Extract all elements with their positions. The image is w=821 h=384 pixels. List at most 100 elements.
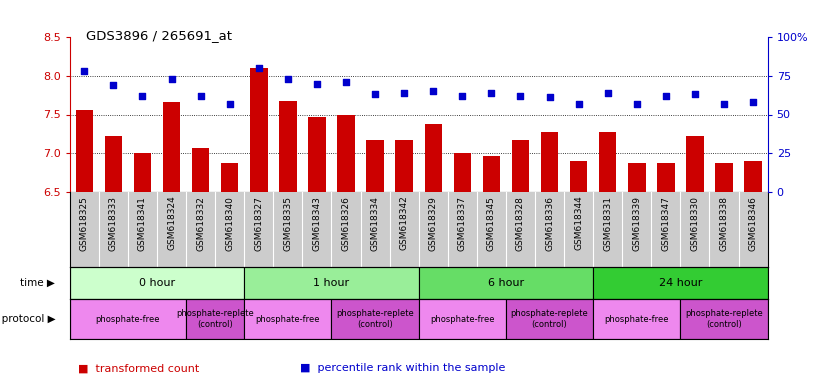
Bar bbox=[245, 299, 332, 339]
Point bbox=[718, 101, 731, 107]
Text: GSM618327: GSM618327 bbox=[255, 196, 264, 251]
Bar bbox=[424, 124, 442, 192]
Text: phosphate-free: phosphate-free bbox=[96, 314, 160, 323]
Bar bbox=[541, 132, 558, 192]
Bar bbox=[337, 115, 355, 192]
Text: GSM618344: GSM618344 bbox=[574, 196, 583, 250]
Bar bbox=[570, 161, 587, 192]
Bar bbox=[245, 267, 419, 299]
Point bbox=[136, 93, 149, 99]
Text: GSM618331: GSM618331 bbox=[603, 196, 612, 251]
Text: phosphate-replete
(control): phosphate-replete (control) bbox=[686, 309, 763, 329]
Text: phosphate-replete
(control): phosphate-replete (control) bbox=[177, 309, 254, 329]
Text: GSM618324: GSM618324 bbox=[167, 196, 176, 250]
Text: GSM618340: GSM618340 bbox=[225, 196, 234, 251]
Point bbox=[456, 93, 469, 99]
Text: GSM618325: GSM618325 bbox=[80, 196, 89, 251]
Bar bbox=[186, 299, 245, 339]
Bar bbox=[745, 161, 762, 192]
Text: ■  percentile rank within the sample: ■ percentile rank within the sample bbox=[300, 363, 505, 373]
Text: phosphate-replete
(control): phosphate-replete (control) bbox=[511, 309, 589, 329]
Bar bbox=[163, 102, 181, 192]
Bar bbox=[70, 267, 245, 299]
Text: phosphate-free: phosphate-free bbox=[255, 314, 320, 323]
Bar bbox=[366, 140, 383, 192]
Point bbox=[427, 88, 440, 94]
Text: 1 hour: 1 hour bbox=[314, 278, 350, 288]
Bar bbox=[396, 140, 413, 192]
Text: growth protocol ▶: growth protocol ▶ bbox=[0, 314, 55, 324]
Bar bbox=[628, 162, 645, 192]
Text: GSM618329: GSM618329 bbox=[429, 196, 438, 251]
Text: phosphate-free: phosphate-free bbox=[430, 314, 494, 323]
Point bbox=[397, 90, 410, 96]
Bar bbox=[657, 162, 675, 192]
Text: GSM618335: GSM618335 bbox=[283, 196, 292, 251]
Text: 24 hour: 24 hour bbox=[658, 278, 702, 288]
Text: GSM618336: GSM618336 bbox=[545, 196, 554, 251]
Point bbox=[369, 91, 382, 98]
Point bbox=[543, 94, 556, 101]
Text: GSM618339: GSM618339 bbox=[632, 196, 641, 251]
Point bbox=[631, 101, 644, 107]
Text: phosphate-replete
(control): phosphate-replete (control) bbox=[337, 309, 414, 329]
Bar bbox=[250, 68, 268, 192]
Bar bbox=[686, 136, 704, 192]
Text: GSM618343: GSM618343 bbox=[313, 196, 322, 251]
Text: GSM618326: GSM618326 bbox=[342, 196, 351, 251]
Text: time ▶: time ▶ bbox=[21, 278, 55, 288]
Bar bbox=[506, 299, 594, 339]
Point bbox=[107, 82, 120, 88]
Text: GDS3896 / 265691_at: GDS3896 / 265691_at bbox=[86, 29, 232, 42]
Point bbox=[485, 90, 498, 96]
Text: GSM618334: GSM618334 bbox=[370, 196, 379, 251]
Text: GSM618345: GSM618345 bbox=[487, 196, 496, 251]
Bar bbox=[76, 110, 93, 192]
Point bbox=[601, 90, 614, 96]
Point bbox=[165, 76, 178, 82]
Point bbox=[282, 76, 295, 82]
Bar bbox=[419, 267, 594, 299]
Bar bbox=[332, 299, 419, 339]
Bar bbox=[105, 136, 122, 192]
Point bbox=[339, 79, 352, 85]
Text: GSM618328: GSM618328 bbox=[516, 196, 525, 251]
Bar bbox=[483, 156, 500, 192]
Text: GSM618337: GSM618337 bbox=[458, 196, 467, 251]
Bar bbox=[221, 162, 238, 192]
Point bbox=[310, 80, 323, 86]
Point bbox=[78, 68, 91, 74]
Bar bbox=[134, 153, 151, 192]
Point bbox=[659, 93, 672, 99]
Text: GSM618333: GSM618333 bbox=[109, 196, 118, 251]
Text: GSM618330: GSM618330 bbox=[690, 196, 699, 251]
Text: GSM618342: GSM618342 bbox=[400, 196, 409, 250]
Text: GSM618341: GSM618341 bbox=[138, 196, 147, 251]
Point bbox=[688, 91, 701, 98]
Text: phosphate-free: phosphate-free bbox=[604, 314, 669, 323]
Point bbox=[194, 93, 207, 99]
Text: GSM618338: GSM618338 bbox=[719, 196, 728, 251]
Text: GSM618347: GSM618347 bbox=[662, 196, 671, 251]
Point bbox=[252, 65, 265, 71]
Bar bbox=[192, 148, 209, 192]
Text: GSM618332: GSM618332 bbox=[196, 196, 205, 251]
Bar bbox=[279, 101, 296, 192]
Text: GSM618346: GSM618346 bbox=[749, 196, 758, 251]
Point bbox=[514, 93, 527, 99]
Bar bbox=[593, 299, 681, 339]
Text: 0 hour: 0 hour bbox=[139, 278, 175, 288]
Bar bbox=[599, 132, 617, 192]
Bar bbox=[511, 140, 530, 192]
Text: 6 hour: 6 hour bbox=[488, 278, 524, 288]
Bar bbox=[308, 117, 326, 192]
Text: ■  transformed count: ■ transformed count bbox=[78, 363, 200, 373]
Bar bbox=[593, 267, 768, 299]
Point bbox=[572, 101, 585, 107]
Bar bbox=[715, 162, 733, 192]
Bar bbox=[70, 299, 186, 339]
Bar bbox=[681, 299, 768, 339]
Bar bbox=[454, 153, 471, 192]
Point bbox=[223, 101, 236, 107]
Point bbox=[746, 99, 759, 105]
